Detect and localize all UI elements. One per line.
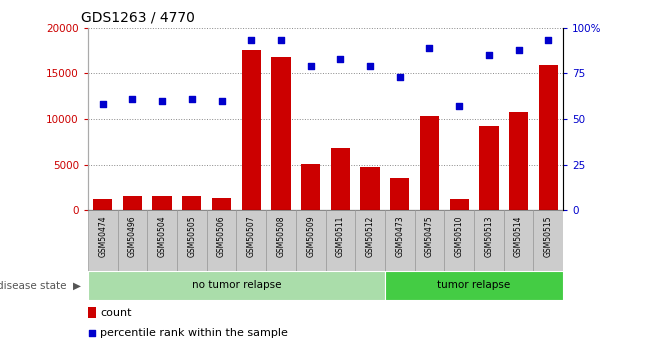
Bar xyxy=(266,210,296,271)
Text: disease state  ▶: disease state ▶ xyxy=(0,280,81,290)
Point xyxy=(98,102,108,107)
Point xyxy=(276,38,286,43)
Bar xyxy=(504,210,533,271)
Bar xyxy=(88,210,118,271)
Bar xyxy=(479,126,499,210)
Bar xyxy=(88,307,96,318)
Bar xyxy=(88,271,385,300)
Point xyxy=(424,45,435,50)
Text: GSM50505: GSM50505 xyxy=(187,215,197,257)
Bar xyxy=(177,210,207,271)
Bar xyxy=(385,210,415,271)
Text: GSM50515: GSM50515 xyxy=(544,215,553,257)
Text: count: count xyxy=(100,308,132,318)
Text: GSM50473: GSM50473 xyxy=(395,215,404,257)
Text: GSM50514: GSM50514 xyxy=(514,215,523,257)
Point xyxy=(365,63,375,69)
Bar xyxy=(93,199,113,210)
Bar xyxy=(474,210,504,271)
Text: GSM50508: GSM50508 xyxy=(277,215,285,257)
Point xyxy=(246,38,256,43)
Bar xyxy=(509,112,528,210)
Point xyxy=(514,47,524,52)
Bar xyxy=(420,116,439,210)
Bar xyxy=(326,210,355,271)
Bar xyxy=(147,210,177,271)
Point xyxy=(484,52,494,58)
Bar xyxy=(331,148,350,210)
Bar xyxy=(415,210,444,271)
Text: GSM50511: GSM50511 xyxy=(336,215,345,257)
Bar xyxy=(182,196,202,210)
Text: GDS1263 / 4770: GDS1263 / 4770 xyxy=(81,10,195,24)
Text: GSM50510: GSM50510 xyxy=(454,215,464,257)
Bar xyxy=(390,178,409,210)
Bar xyxy=(361,167,380,210)
Point xyxy=(543,38,553,43)
Bar xyxy=(444,210,474,271)
Bar xyxy=(242,50,261,210)
Bar xyxy=(296,210,326,271)
Point xyxy=(335,56,346,61)
Bar xyxy=(236,210,266,271)
Point xyxy=(454,104,464,109)
Text: GSM50496: GSM50496 xyxy=(128,215,137,257)
Text: GSM50506: GSM50506 xyxy=(217,215,226,257)
Point xyxy=(157,98,167,104)
Text: GSM50474: GSM50474 xyxy=(98,215,107,257)
Bar xyxy=(123,196,142,210)
Bar xyxy=(301,164,320,210)
Point xyxy=(395,74,405,80)
Text: no tumor relapse: no tumor relapse xyxy=(191,280,281,290)
Text: tumor relapse: tumor relapse xyxy=(437,280,510,290)
Text: GSM50513: GSM50513 xyxy=(484,215,493,257)
Text: GSM50509: GSM50509 xyxy=(306,215,315,257)
Point xyxy=(216,98,227,104)
Text: GSM50504: GSM50504 xyxy=(158,215,167,257)
Bar xyxy=(152,196,172,210)
Bar xyxy=(118,210,147,271)
Point xyxy=(187,96,197,102)
Text: percentile rank within the sample: percentile rank within the sample xyxy=(100,328,288,338)
Bar xyxy=(538,65,558,210)
Point xyxy=(127,96,137,102)
Point xyxy=(305,63,316,69)
Text: GSM50507: GSM50507 xyxy=(247,215,256,257)
Point xyxy=(87,331,98,336)
Bar xyxy=(355,210,385,271)
Bar xyxy=(533,210,563,271)
Bar xyxy=(449,199,469,210)
Bar xyxy=(271,57,290,210)
Bar xyxy=(385,271,563,300)
Bar xyxy=(212,198,231,210)
Text: GSM50512: GSM50512 xyxy=(366,215,374,257)
Bar xyxy=(207,210,236,271)
Text: GSM50475: GSM50475 xyxy=(425,215,434,257)
